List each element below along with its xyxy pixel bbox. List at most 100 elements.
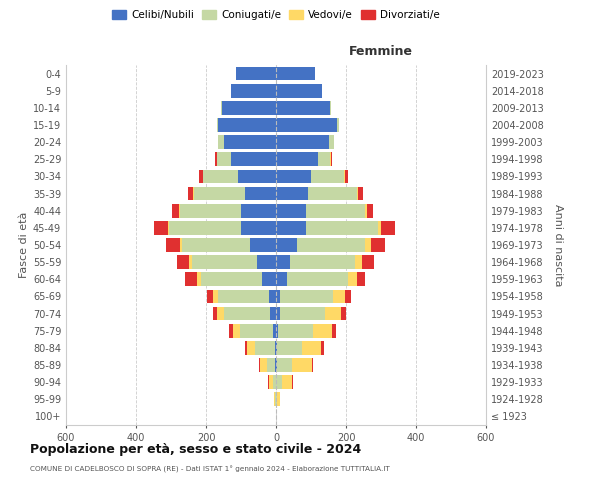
Bar (259, 358, 260, 372)
Bar (371, 238, 385, 252)
Bar (277, 358, 292, 372)
Bar (308, 186, 356, 200)
Bar (201, 272, 262, 286)
Bar (302, 341, 321, 354)
Bar (188, 186, 193, 200)
Bar (377, 221, 381, 234)
Bar (348, 272, 356, 286)
Bar (276, 290, 280, 304)
Bar (221, 101, 222, 114)
Bar (250, 238, 276, 252)
Bar (213, 290, 218, 304)
Bar (306, 204, 365, 218)
Bar (270, 306, 276, 320)
Bar (275, 358, 276, 372)
Bar (189, 256, 192, 269)
Bar (274, 392, 275, 406)
Bar (276, 136, 329, 149)
Bar (276, 256, 290, 269)
Bar (222, 101, 276, 114)
Bar (345, 290, 351, 304)
Bar (280, 306, 325, 320)
Bar (199, 170, 203, 183)
Bar (230, 152, 276, 166)
Bar (276, 152, 318, 166)
Bar (218, 290, 269, 304)
Bar (273, 376, 275, 389)
Bar (276, 392, 277, 406)
Bar (269, 290, 276, 304)
Bar (276, 324, 278, 338)
Bar (276, 221, 306, 234)
Bar (206, 290, 213, 304)
Bar (311, 170, 344, 183)
Bar (276, 238, 297, 252)
Bar (276, 358, 277, 372)
Bar (180, 204, 241, 218)
Bar (341, 306, 346, 320)
Bar (177, 256, 189, 269)
Bar (240, 324, 273, 338)
Bar (367, 204, 373, 218)
Bar (365, 204, 367, 218)
Bar (260, 358, 266, 372)
Bar (238, 170, 276, 183)
Bar (169, 221, 241, 234)
Bar (218, 118, 276, 132)
Bar (166, 238, 180, 252)
Bar (332, 290, 345, 304)
Bar (277, 341, 302, 354)
Text: Popolazione per età, sesso e stato civile - 2024: Popolazione per età, sesso e stato civil… (30, 442, 361, 456)
Legend: Celibi/Nubili, Coniugati/e, Vedovi/e, Divorziati/e: Celibi/Nubili, Coniugati/e, Vedovi/e, Di… (110, 8, 442, 22)
Bar (245, 341, 247, 354)
Y-axis label: Anni di nascita: Anni di nascita (553, 204, 563, 286)
Bar (332, 324, 335, 338)
Bar (306, 221, 377, 234)
Bar (236, 66, 276, 80)
Bar (276, 272, 287, 286)
Bar (218, 136, 223, 149)
Bar (241, 204, 276, 218)
Bar (217, 152, 230, 166)
Bar (233, 324, 240, 338)
Bar (325, 306, 341, 320)
Bar (257, 256, 276, 269)
Bar (275, 341, 276, 354)
Bar (217, 118, 218, 132)
Bar (182, 238, 250, 252)
Bar (277, 376, 281, 389)
Bar (290, 256, 355, 269)
Bar (215, 152, 217, 166)
Bar (312, 358, 313, 372)
Bar (276, 84, 322, 98)
Bar (217, 306, 224, 320)
Bar (192, 256, 257, 269)
Bar (277, 392, 280, 406)
Bar (269, 376, 273, 389)
Bar (318, 152, 330, 166)
Bar (275, 392, 276, 406)
Bar (355, 256, 362, 269)
Bar (292, 358, 312, 372)
Bar (276, 101, 330, 114)
Bar (329, 136, 334, 149)
Bar (179, 204, 180, 218)
Bar (224, 306, 270, 320)
Y-axis label: Fasce di età: Fasce di età (19, 212, 29, 278)
Bar (276, 170, 311, 183)
Bar (273, 324, 276, 338)
Bar (280, 290, 332, 304)
Bar (344, 170, 348, 183)
Bar (356, 272, 365, 286)
Bar (229, 324, 233, 338)
Bar (281, 376, 292, 389)
Bar (292, 376, 293, 389)
Bar (297, 238, 365, 252)
Bar (168, 221, 169, 234)
Text: COMUNE DI CADELBOSCO DI SOPRA (RE) - Dati ISTAT 1° gennaio 2024 - Elaborazione T: COMUNE DI CADELBOSCO DI SOPRA (RE) - Dat… (30, 466, 390, 473)
Bar (321, 341, 323, 354)
Bar (365, 238, 371, 252)
Bar (262, 272, 276, 286)
Bar (256, 341, 275, 354)
Bar (230, 84, 276, 98)
